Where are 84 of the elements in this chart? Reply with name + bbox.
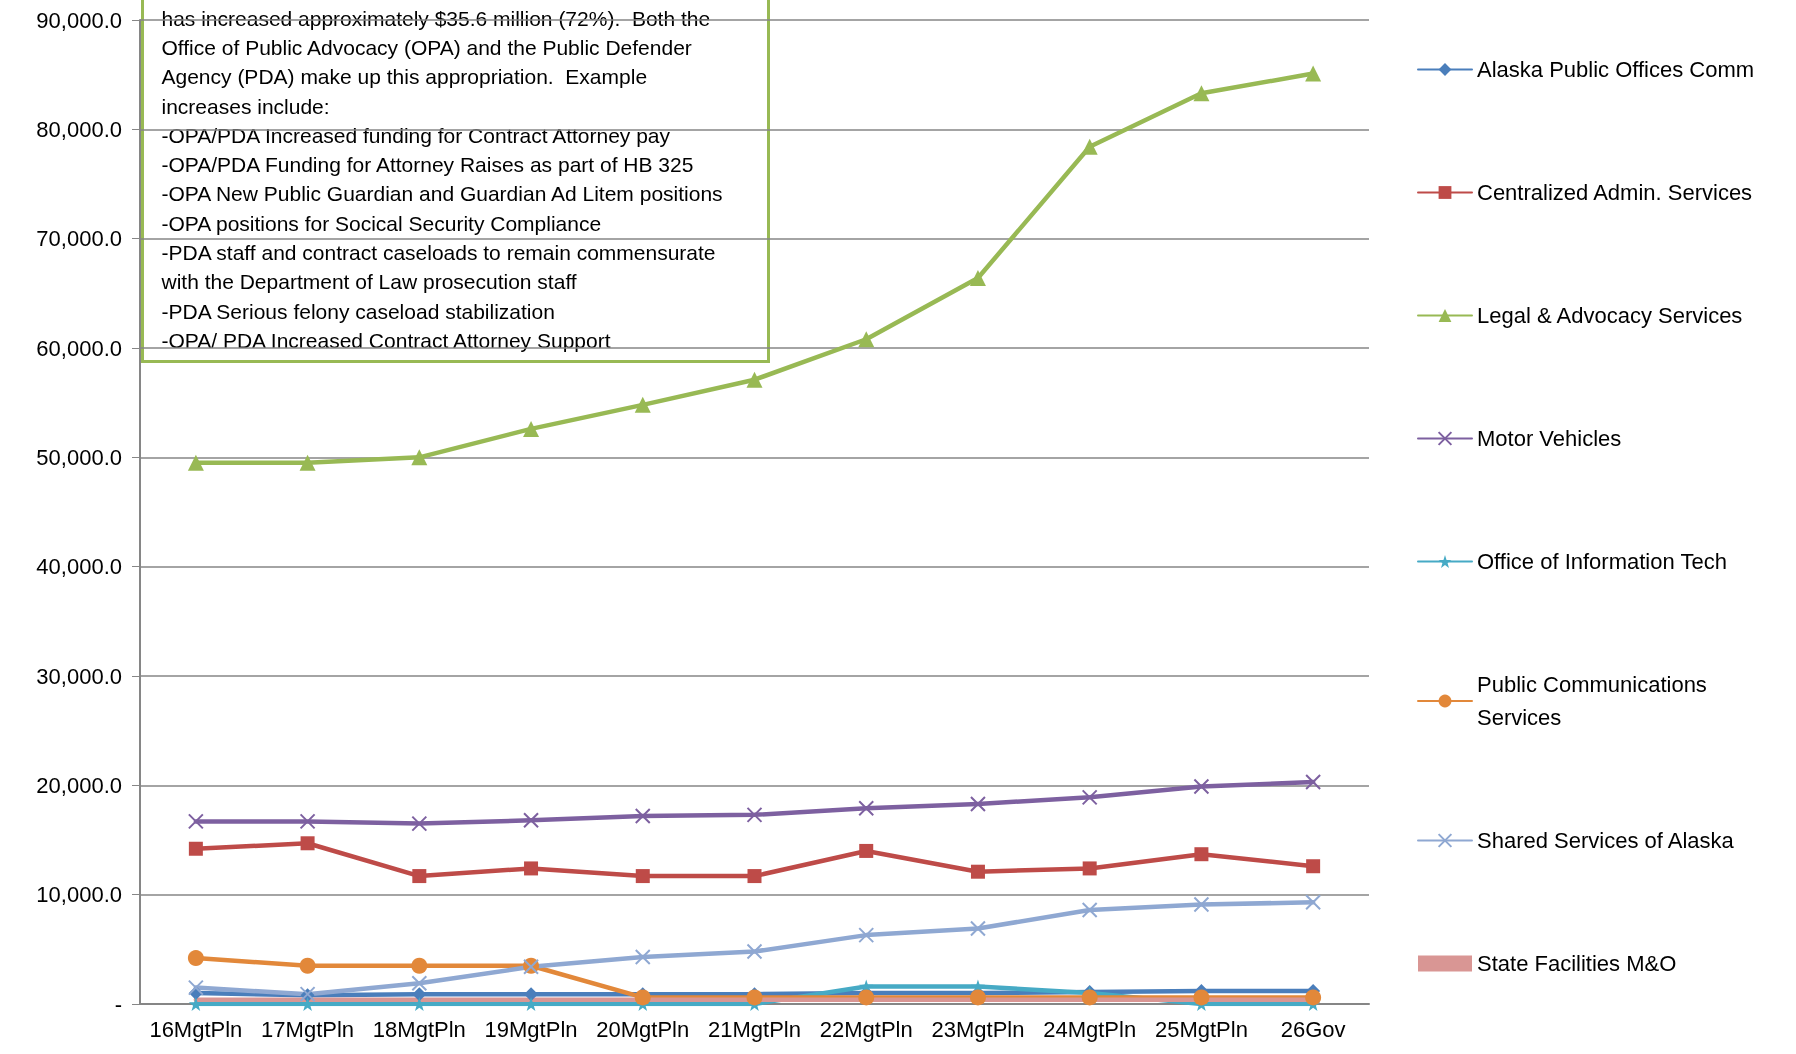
point bbox=[1193, 778, 1210, 795]
point bbox=[188, 841, 203, 856]
point bbox=[1305, 65, 1322, 82]
point bbox=[969, 795, 986, 812]
point bbox=[187, 454, 204, 471]
legend-label: Office of Information Tech bbox=[1477, 549, 1727, 574]
point bbox=[970, 864, 985, 879]
point bbox=[969, 989, 986, 1006]
point bbox=[187, 950, 204, 967]
point bbox=[187, 979, 204, 996]
point bbox=[411, 957, 428, 974]
point bbox=[1305, 774, 1322, 791]
legend-label: State Facilities M&O bbox=[1477, 951, 1677, 976]
y-tick-label: 50,000.0 bbox=[36, 444, 122, 470]
point bbox=[1306, 859, 1321, 874]
point bbox=[412, 987, 427, 1002]
legend-label: Shared Services of Alaska bbox=[1477, 828, 1735, 853]
point bbox=[634, 989, 651, 1006]
point bbox=[746, 371, 763, 388]
x-tick-label: 16MgtPln bbox=[149, 1016, 243, 1042]
y-tick-label: 40,000.0 bbox=[36, 554, 122, 580]
y-tick-label: - bbox=[114, 991, 122, 1017]
point bbox=[858, 800, 875, 817]
y-tick-label: 30,000.0 bbox=[36, 663, 122, 689]
point bbox=[411, 815, 428, 832]
x-tick-label: 17MgtPln bbox=[261, 1016, 355, 1042]
point bbox=[1305, 894, 1322, 911]
point bbox=[411, 449, 428, 466]
point bbox=[299, 957, 316, 974]
y-tick-label: 80,000.0 bbox=[36, 116, 122, 142]
point bbox=[634, 807, 651, 824]
x-tick-label: 21MgtPln bbox=[708, 1016, 801, 1042]
x-tick-label: 25MgtPln bbox=[1154, 1016, 1248, 1042]
point bbox=[1193, 85, 1210, 102]
legend-label: Alaska Public Offices Comm bbox=[1477, 57, 1755, 82]
x-tick-label: 19MgtPln bbox=[484, 1016, 578, 1042]
point bbox=[1081, 138, 1098, 155]
legend-label: Centralized Admin. Services bbox=[1477, 180, 1753, 205]
legend-label: Public Communications Services bbox=[1477, 672, 1713, 730]
text: has increased approximately $35.6 million (72%). Both the Office of Public Advocacy (OPA) and the Public Defender Agency (PDA) make up this appropriation. Example increases include: -OPA/PDA Increased funding for Contract Attorney pay -OPA/PDA Funding for Attorney Raises as part of HB 325 -OPA New Public Guardian and Guardian Ad Litem positions -OPA positions for Socical Security Compliance -PDA staff and contract caseloads to remain commensurate with the Department of Law prosecution staff -PDA Serious felony caseload stabilization -OPA/ PDA Increased Contract Attorney Support bbox=[161, 6, 723, 352]
point bbox=[411, 975, 428, 992]
point bbox=[969, 270, 986, 287]
point bbox=[635, 869, 650, 884]
point bbox=[188, 997, 203, 1011]
point bbox=[859, 843, 874, 858]
legend-label: Motor Vehicles bbox=[1477, 426, 1622, 451]
point bbox=[746, 943, 763, 960]
point bbox=[858, 989, 875, 1006]
y-tick-label: 70,000.0 bbox=[36, 226, 122, 252]
point bbox=[299, 454, 316, 471]
point bbox=[1305, 989, 1322, 1006]
point bbox=[523, 812, 540, 829]
legend-label: Legal & Advocacy Services bbox=[1477, 303, 1743, 328]
y-tick-label: 90,000.0 bbox=[36, 7, 122, 33]
point bbox=[747, 869, 762, 884]
point bbox=[858, 331, 875, 348]
x-tick-label: 22MgtPln bbox=[819, 1016, 913, 1042]
point bbox=[746, 806, 763, 823]
y-tick-label: 20,000.0 bbox=[36, 772, 122, 798]
point bbox=[187, 813, 204, 830]
y-tick-label: 60,000.0 bbox=[36, 335, 122, 361]
point bbox=[300, 836, 315, 851]
point bbox=[524, 861, 539, 876]
point bbox=[523, 420, 540, 437]
point bbox=[1081, 789, 1098, 806]
point bbox=[969, 920, 986, 937]
point bbox=[746, 989, 763, 1006]
point bbox=[1082, 861, 1097, 876]
point bbox=[1081, 989, 1098, 1006]
x-tick-label: 20MgtPln bbox=[596, 1016, 690, 1042]
point bbox=[1194, 847, 1209, 862]
point bbox=[299, 813, 316, 830]
x-tick-label: 26Gov bbox=[1280, 1016, 1346, 1042]
point bbox=[858, 927, 875, 944]
point bbox=[1081, 901, 1098, 918]
y-tick-label: 10,000.0 bbox=[36, 882, 122, 908]
point bbox=[634, 948, 651, 965]
point bbox=[634, 396, 651, 413]
point bbox=[1193, 896, 1210, 913]
point bbox=[1193, 989, 1210, 1006]
point bbox=[412, 869, 427, 884]
x-tick-label: 24MgtPln bbox=[1043, 1016, 1137, 1042]
x-tick-label: 23MgtPln bbox=[931, 1016, 1025, 1042]
x-tick-label: 18MgtPln bbox=[372, 1016, 466, 1042]
